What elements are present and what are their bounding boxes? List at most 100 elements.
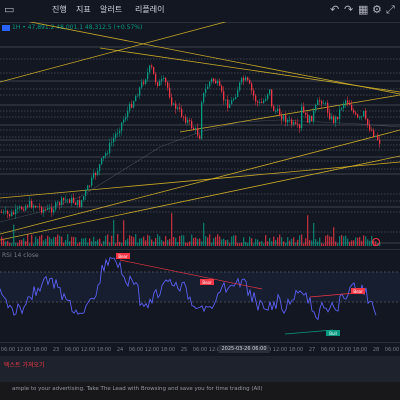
volume-bar — [301, 234, 303, 246]
volume-bar — [235, 235, 237, 246]
time-tick: 06:00 — [128, 347, 144, 353]
time-tick: 06:00 — [384, 347, 400, 353]
volume-bar — [89, 238, 91, 246]
candle-body — [237, 90, 239, 98]
volume-bar — [43, 240, 45, 246]
price-chart[interactable] — [0, 22, 400, 249]
volume-bar — [241, 242, 243, 246]
volume-bar — [11, 243, 13, 246]
volume-bar — [109, 242, 111, 246]
volume-bar — [277, 237, 279, 246]
candle-body — [325, 102, 327, 104]
volume-bar — [319, 237, 321, 246]
time-tick: 23 — [52, 347, 60, 353]
volume-bar — [307, 215, 309, 246]
settings-icon[interactable]: ⚙ — [372, 3, 382, 16]
bear-marker-3-label: Bear — [353, 289, 363, 294]
bull-marker: Bull — [326, 330, 340, 336]
candle-body — [29, 201, 31, 207]
volume-bar — [23, 238, 25, 246]
volume-bar — [113, 219, 115, 246]
candle-body — [113, 138, 115, 143]
candle-body — [351, 104, 353, 111]
candle-body — [79, 200, 81, 208]
rsi-line — [0, 256, 377, 321]
volume-bar — [285, 242, 287, 246]
trend-line-5 — [0, 155, 400, 241]
tb-progress[interactable]: 진행 — [52, 5, 67, 14]
tb-indicators[interactable]: 지표 — [76, 5, 91, 14]
volume-bar — [125, 240, 127, 246]
trend-line-1 — [28, 22, 400, 95]
candle-body — [311, 115, 313, 122]
volume-bar — [329, 236, 331, 246]
candle-body — [23, 209, 25, 211]
candle-body — [41, 207, 43, 213]
rsi-pane[interactable]: Bear Bear Bear Bull RSI 14 close — [0, 249, 400, 343]
candle-body — [225, 99, 227, 101]
candle-body — [151, 65, 153, 67]
volume-bar — [317, 241, 319, 246]
undo-icon[interactable]: ↶ — [330, 3, 340, 16]
candle-body — [217, 81, 219, 84]
candle-body — [229, 104, 231, 108]
tb-alerts[interactable]: 알러트 — [100, 5, 123, 14]
volume-bar — [67, 234, 69, 246]
candle-body — [121, 122, 123, 131]
candle-body — [45, 209, 47, 211]
volume-bar — [357, 237, 359, 246]
candle-body — [287, 119, 289, 123]
tb-replay[interactable]: 리플레이 — [135, 5, 165, 14]
volume-bar — [55, 236, 57, 246]
fullscreen-icon[interactable]: ⤢ — [386, 3, 395, 16]
candle-body — [313, 110, 315, 122]
volume-bar — [35, 236, 37, 246]
volume-bar — [73, 236, 75, 246]
volume-bar — [249, 236, 251, 246]
chart-type-icon[interactable]: ▭ — [4, 3, 15, 16]
candle-body — [367, 118, 369, 125]
candle-body — [59, 202, 61, 205]
candle-body — [249, 80, 251, 84]
volume-bar — [105, 235, 107, 246]
candle-body — [365, 110, 367, 119]
candle-body — [309, 115, 311, 123]
volume-bar — [345, 235, 347, 246]
volume-bar — [15, 243, 17, 246]
bottom-red-text[interactable]: 텍스트 가져오기 — [4, 362, 45, 369]
volume-bar — [1, 236, 3, 246]
candle-body — [331, 116, 333, 120]
candle-body — [123, 119, 125, 123]
candle-body — [19, 207, 21, 209]
volume-bar — [165, 236, 167, 246]
candle-body — [245, 77, 247, 81]
candle-body — [345, 100, 347, 104]
candle-body — [265, 98, 267, 101]
candle-body — [157, 82, 159, 86]
time-axis[interactable]: 06:00 12:00 18:00 23 06:00 12:00 18:00 24 06:00 1… — [0, 342, 400, 357]
volume-bar — [123, 220, 125, 246]
candle-body — [243, 77, 245, 81]
candle-body — [319, 100, 321, 102]
volume-bar — [133, 237, 135, 246]
volume-bar — [275, 240, 277, 246]
volume-settings-icon[interactable] — [372, 238, 380, 246]
trend-line-2 — [99, 47, 400, 93]
candle-body — [371, 130, 373, 132]
volume-bar — [179, 235, 181, 246]
volume-bar — [135, 234, 137, 246]
layout-icon[interactable]: ▦ — [358, 3, 369, 16]
redo-icon[interactable]: ↷ — [344, 3, 354, 16]
candle-body — [255, 95, 257, 102]
volume-bar — [243, 237, 245, 246]
candle-body — [327, 102, 329, 113]
candle-body — [321, 101, 323, 104]
time-tick: 06:00 — [192, 347, 208, 353]
candle-body — [283, 115, 285, 120]
volume-bar — [203, 222, 205, 246]
candle-body — [85, 190, 87, 197]
volume-bar — [209, 234, 211, 246]
candle-body — [115, 133, 117, 139]
candle-body — [285, 115, 287, 123]
candle-body — [257, 101, 259, 103]
